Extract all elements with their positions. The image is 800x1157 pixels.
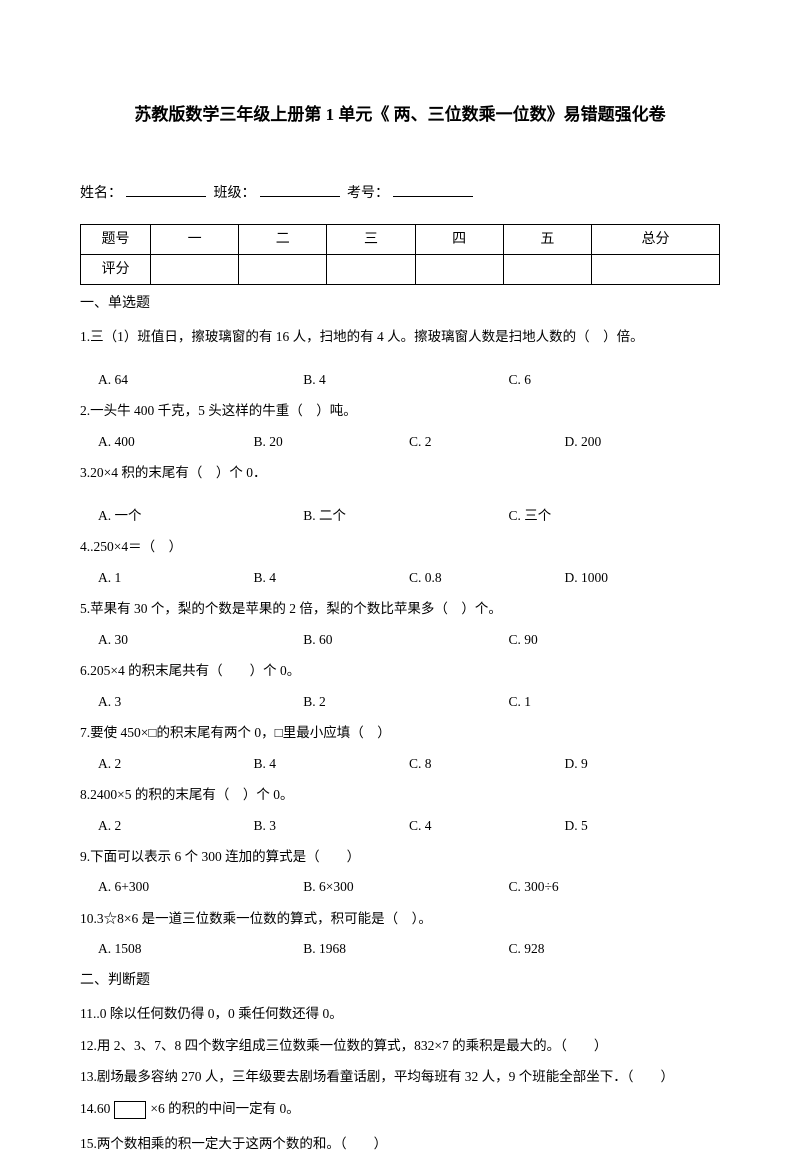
q1-options: A. 64 B. 4 C. 6 — [80, 368, 720, 392]
q6-text: 6.205×4 的积末尾共有（ ）个 0。 — [80, 658, 720, 684]
q2-text: 2.一头牛 400 千克，5 头这样的牛重（ ）吨。 — [80, 398, 720, 424]
q7-opt-b: B. 4 — [254, 752, 410, 776]
q7-opt-a: A. 2 — [98, 752, 254, 776]
q4-text: 4..250×4＝（ ） — [80, 534, 720, 560]
th-col: 一 — [151, 224, 239, 254]
td-cell[interactable] — [327, 254, 415, 284]
th-col: 五 — [503, 224, 591, 254]
q6-opt-b: B. 2 — [303, 690, 508, 714]
exam-no-label: 考号： — [347, 186, 389, 201]
q6-opt-a: A. 3 — [98, 690, 303, 714]
q3-text: 3.20×4 积的末尾有（ ）个 0． — [80, 460, 720, 486]
q1-opt-b: B. 4 — [303, 368, 508, 392]
q8-opt-c: C. 4 — [409, 814, 565, 838]
q2-opt-a: A. 400 — [98, 430, 254, 454]
q10-opt-c: C. 928 — [509, 937, 714, 961]
q8-opt-d: D. 5 — [565, 814, 721, 838]
q9-text: 9.下面可以表示 6 个 300 连加的算式是（ ） — [80, 844, 720, 870]
q4-opt-b: B. 4 — [254, 566, 410, 590]
td-cell[interactable] — [239, 254, 327, 284]
q12-text: 12.用 2、3、7、8 四个数字组成三位数乘一位数的算式，832×7 的乘积是… — [80, 1033, 720, 1059]
q4-opt-c: C. 0.8 — [409, 566, 565, 590]
q14-pre: 14.60 — [80, 1101, 110, 1116]
q6-options: A. 3 B. 2 C. 1 — [80, 690, 720, 714]
q4-options: A. 1 B. 4 C. 0.8 D. 1000 — [80, 566, 720, 590]
q10-opt-a: A. 1508 — [98, 937, 303, 961]
exam-no-blank[interactable] — [393, 196, 473, 197]
q3-opt-c: C. 三个 — [509, 504, 714, 528]
td-label: 评分 — [81, 254, 151, 284]
th-col: 三 — [327, 224, 415, 254]
td-cell[interactable] — [151, 254, 239, 284]
td-cell[interactable] — [591, 254, 719, 284]
q7-opt-c: C. 8 — [409, 752, 565, 776]
score-table: 题号 一 二 三 四 五 总分 评分 — [80, 224, 720, 285]
q5-opt-a: A. 30 — [98, 628, 303, 652]
q9-opt-b: B. 6×300 — [303, 875, 508, 899]
q8-opt-a: A. 2 — [98, 814, 254, 838]
page-title: 苏教版数学三年级上册第 1 单元《 两、三位数乘一位数》易错题强化卷 — [80, 100, 720, 131]
name-label: 姓名： — [80, 186, 122, 201]
q13-text: 13.剧场最多容纳 270 人，三年级要去剧场看童话剧，平均每班有 32 人，9… — [80, 1064, 720, 1090]
q8-opt-b: B. 3 — [254, 814, 410, 838]
q1-opt-c: C. 6 — [509, 368, 714, 392]
q8-text: 8.2400×5 的积的末尾有（ ）个 0。 — [80, 782, 720, 808]
q9-opt-a: A. 6+300 — [98, 875, 303, 899]
q1-text: 1.三（1）班值日，擦玻璃窗的有 16 人，扫地的有 4 人。擦玻璃窗人数是扫地… — [80, 324, 720, 350]
th-col: 四 — [415, 224, 503, 254]
q5-options: A. 30 B. 60 C. 90 — [80, 628, 720, 652]
q6-opt-c: C. 1 — [509, 690, 714, 714]
q7-text: 7.要使 450×□的积末尾有两个 0，□里最小应填（ ） — [80, 720, 720, 746]
th-col: 总分 — [591, 224, 719, 254]
q14-box[interactable] — [114, 1101, 146, 1119]
q5-opt-c: C. 90 — [509, 628, 714, 652]
q2-opt-c: C. 2 — [409, 430, 565, 454]
table-row: 评分 — [81, 254, 720, 284]
q14-text: 14.60 ×6 的积的中间一定有 0。 — [80, 1096, 720, 1122]
name-blank[interactable] — [126, 196, 206, 197]
q7-opt-d: D. 9 — [565, 752, 721, 776]
section-2-header: 二、判断题 — [80, 968, 720, 993]
q3-opt-b: B. 二个 — [303, 504, 508, 528]
q10-opt-b: B. 1968 — [303, 937, 508, 961]
q11-text: 11..0 除以任何数仍得 0，0 乘任何数还得 0。 — [80, 1001, 720, 1027]
q15-text: 15.两个数相乘的积一定大于这两个数的和。（ ） — [80, 1131, 720, 1157]
q1-opt-a: A. 64 — [98, 368, 303, 392]
q10-options: A. 1508 B. 1968 C. 928 — [80, 937, 720, 961]
q10-text: 10.3☆8×6 是一道三位数乘一位数的算式，积可能是（ ）。 — [80, 906, 720, 932]
q9-opt-c: C. 300÷6 — [509, 875, 714, 899]
q7-options: A. 2 B. 4 C. 8 D. 9 — [80, 752, 720, 776]
section-1-header: 一、单选题 — [80, 291, 720, 316]
q2-options: A. 400 B. 20 C. 2 D. 200 — [80, 430, 720, 454]
q5-text: 5.苹果有 30 个，梨的个数是苹果的 2 倍，梨的个数比苹果多（ ）个。 — [80, 596, 720, 622]
th-label: 题号 — [81, 224, 151, 254]
th-col: 二 — [239, 224, 327, 254]
q2-opt-d: D. 200 — [565, 430, 721, 454]
q8-options: A. 2 B. 3 C. 4 D. 5 — [80, 814, 720, 838]
q2-opt-b: B. 20 — [254, 430, 410, 454]
student-info-row: 姓名： 班级： 考号： — [80, 181, 720, 206]
td-cell[interactable] — [415, 254, 503, 284]
class-label: 班级： — [214, 186, 256, 201]
q9-options: A. 6+300 B. 6×300 C. 300÷6 — [80, 875, 720, 899]
q4-opt-a: A. 1 — [98, 566, 254, 590]
q3-options: A. 一个 B. 二个 C. 三个 — [80, 504, 720, 528]
q4-opt-d: D. 1000 — [565, 566, 721, 590]
class-blank[interactable] — [260, 196, 340, 197]
q5-opt-b: B. 60 — [303, 628, 508, 652]
table-row: 题号 一 二 三 四 五 总分 — [81, 224, 720, 254]
q14-post: ×6 的积的中间一定有 0。 — [150, 1101, 299, 1116]
td-cell[interactable] — [503, 254, 591, 284]
q3-opt-a: A. 一个 — [98, 504, 303, 528]
